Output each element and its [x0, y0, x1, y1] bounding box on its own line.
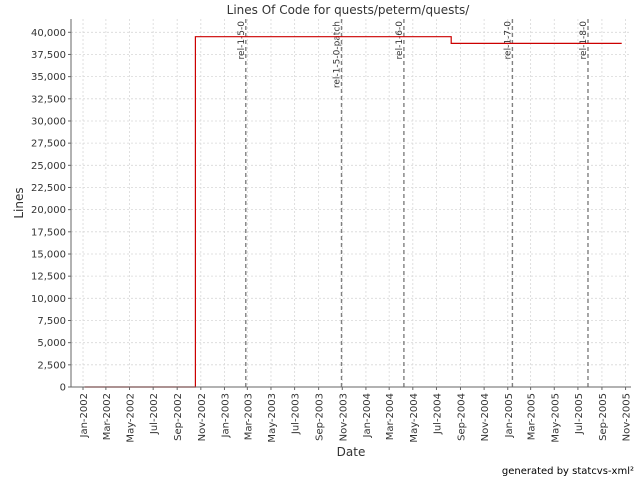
x-tick-label: May-2003 — [267, 393, 278, 443]
x-tick-label: Jul-2005 — [574, 393, 585, 435]
y-tick-label: 22,500 — [31, 183, 66, 194]
y-tick-label: 7,500 — [37, 316, 66, 327]
y-tick-label: 37,500 — [31, 50, 66, 61]
y-tick-label: 30,000 — [31, 116, 66, 127]
x-tick-label: Sep-2003 — [315, 393, 326, 441]
y-tick-labels: 0 2,500 5,000 7,500 10,000 12,500 15,000 17,500… — [31, 28, 66, 394]
release-markers: rel-1-5-0 rel-1-5-0-patch rel-1-6-0 rel-1-7… — [237, 19, 589, 387]
y-tick-label: 0 — [60, 383, 66, 394]
x-tick-label: Nov-2002 — [197, 393, 208, 441]
x-tick-label: Sep-2002 — [173, 393, 184, 441]
y-tick-label: 27,500 — [31, 139, 66, 150]
y-tick-label: 15,000 — [31, 249, 66, 260]
chart-title: Lines Of Code for quests/peterm/quests/ — [227, 3, 471, 17]
x-tick-label: Nov-2004 — [480, 393, 491, 441]
y-axis-label: Lines — [12, 187, 26, 218]
x-tick-label: May-2004 — [409, 393, 420, 443]
y-tick-label: 20,000 — [31, 205, 66, 216]
y-tick-label: 25,000 — [31, 161, 66, 172]
x-tick-label: Mar-2005 — [527, 393, 538, 440]
x-tick-label: Nov-2003 — [338, 393, 349, 441]
x-tick-label: Nov-2005 — [622, 393, 633, 441]
y-tick-label: 12,500 — [31, 272, 66, 283]
x-tick-label: Jul-2002 — [149, 393, 160, 435]
x-axis-label: Date — [337, 445, 366, 459]
x-tick-label: Jan-2002 — [79, 393, 90, 438]
release-marker-label: rel-1-8-0 — [579, 21, 589, 60]
x-tick-labels: Jan-2002 Mar-2002 May-2002 Jul-2002 Sep-2002… — [79, 393, 633, 443]
x-tick-label: Mar-2003 — [243, 393, 254, 440]
y-tick-label: 35,000 — [31, 72, 66, 83]
axes — [68, 19, 631, 390]
x-tick-label: Mar-2004 — [385, 393, 396, 440]
x-tick-label: Jul-2003 — [291, 393, 302, 435]
x-tick-label: Jan-2005 — [504, 393, 515, 438]
y-tick-label: 40,000 — [31, 28, 66, 39]
x-tick-label: Mar-2002 — [102, 393, 113, 440]
release-marker-label: rel-1-5-0 — [237, 21, 247, 60]
y-tick-label: 2,500 — [37, 360, 66, 371]
x-tick-label: Jan-2003 — [220, 393, 231, 438]
y-tick-label: 17,500 — [31, 227, 66, 238]
plot-area — [71, 19, 631, 387]
release-marker-label: rel-1-6-0 — [395, 21, 405, 60]
y-tick-label: 32,500 — [31, 94, 66, 105]
x-tick-label: Sep-2004 — [456, 393, 467, 441]
x-tick-label: Jul-2004 — [432, 393, 443, 435]
x-tick-label: Jan-2004 — [362, 393, 373, 438]
footer-credit: generated by statcvs-xml² — [502, 466, 634, 477]
release-marker-label: rel-1-5-0-patch — [333, 21, 343, 88]
x-tick-label: Sep-2005 — [598, 393, 609, 441]
y-tick-label: 5,000 — [37, 338, 66, 349]
x-tick-label: May-2002 — [126, 393, 137, 443]
y-tick-label: 10,000 — [31, 294, 66, 305]
grid — [71, 19, 631, 388]
x-tick-label: May-2005 — [550, 393, 561, 443]
release-marker-label: rel-1-7-0 — [503, 21, 513, 60]
